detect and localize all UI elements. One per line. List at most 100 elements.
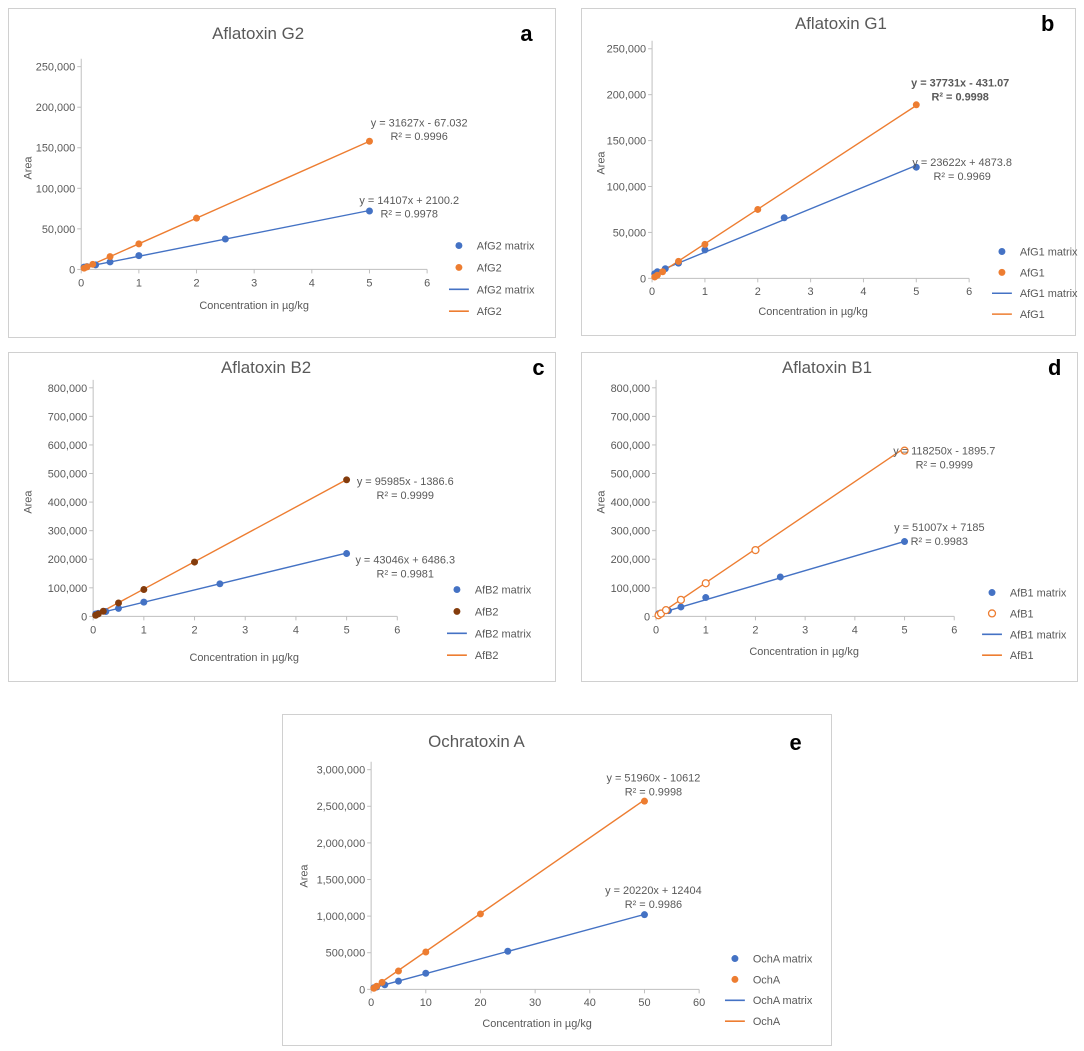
y-tick-label: 700,000	[611, 411, 650, 423]
legend-label: OchA matrix	[753, 954, 813, 966]
r-squared-label: R² = 0.9983	[911, 536, 968, 548]
data-point-matrix	[140, 598, 148, 606]
data-point-solvent	[343, 476, 351, 484]
data-point-matrix	[394, 977, 402, 985]
chart-title: Ochratoxin A	[428, 732, 525, 751]
y-tick-label: 150,000	[607, 136, 646, 148]
x-tick-label: 20	[474, 997, 486, 1009]
data-point-matrix	[365, 207, 373, 215]
legend-label: AfG2 matrix	[477, 241, 535, 253]
x-tick-label: 5	[366, 277, 372, 289]
data-point-solvent	[701, 579, 710, 588]
legend-marker-matrix	[998, 248, 1006, 255]
legend-marker-solvent	[453, 607, 461, 615]
legend-marker-matrix	[731, 955, 739, 963]
y-tick-label: 1,000,000	[317, 911, 366, 923]
legend-label: AfB1 matrix	[1010, 629, 1067, 641]
panel-label: e	[789, 730, 801, 755]
trendline-equation: y = 43046x + 6486.3	[355, 555, 455, 567]
data-point-solvent	[476, 910, 484, 918]
y-tick-label: 50,000	[613, 227, 646, 239]
legend-label: AfG1 matrix	[1020, 246, 1078, 258]
y-tick-label: 2,000,000	[317, 838, 366, 850]
chart-svg-a: Aflatoxin G2 a 0 1 2 3 4 5 6 0 50,000 100,000 150,00…	[23, 21, 535, 318]
x-tick-label: 3	[808, 286, 814, 298]
chart-panel-b: Aflatoxin G1 b 0 1 2 3 4 5 6 0 50,000 100,000 150,00…	[581, 8, 1078, 336]
r-squared-label: R² = 0.9999	[916, 459, 973, 471]
y-tick-label: 600,000	[48, 440, 87, 452]
y-tick-label: 1,500,000	[317, 874, 366, 886]
r-squared-label: R² = 0.9978	[381, 209, 438, 221]
legend-label: OchA matrix	[753, 995, 813, 1007]
data-point-solvent	[191, 558, 199, 566]
chart-title: Aflatoxin G1	[795, 14, 887, 33]
x-tick-label: 5	[902, 624, 908, 636]
x-tick-label: 3	[242, 624, 248, 636]
panel-label: b	[1041, 11, 1054, 36]
x-tick-label: 10	[420, 997, 432, 1009]
trendline-equation: y = 23622x + 4873.8	[912, 157, 1012, 169]
chart-panel-a: Aflatoxin G2 a 0 1 2 3 4 5 6 0 50,000 100,000 150,00…	[8, 8, 556, 338]
y-tick-label: 300,000	[48, 526, 87, 538]
y-tick-label: 400,000	[611, 497, 650, 509]
x-tick-label: 6	[394, 624, 400, 636]
x-axis-title: Concentration in µg/kg	[189, 652, 299, 664]
trendline-equation: y = 31627x - 67.032	[371, 117, 468, 129]
x-tick-label: 4	[309, 277, 315, 289]
legend-marker-solvent	[731, 975, 739, 983]
legend-label: AfG1	[1020, 267, 1045, 279]
data-point-solvent	[140, 586, 148, 594]
data-point-solvent	[900, 446, 909, 455]
y-tick-label: 200,000	[36, 102, 75, 114]
chart-panel-c: Aflatoxin B2 c 0 1 2 3 4 5 6 0 100,000 200,000 300,0…	[8, 352, 556, 682]
data-point-solvent	[640, 797, 648, 805]
x-tick-label: 1	[703, 624, 709, 636]
data-point-matrix	[135, 252, 143, 260]
x-axis-title: Concentration in µg/kg	[749, 646, 859, 658]
trendline-equation: y = 95985x - 1386.6	[357, 476, 454, 488]
legend-marker-solvent	[455, 263, 463, 271]
x-tick-label: 40	[584, 997, 596, 1009]
y-tick-label: 200,000	[48, 554, 87, 566]
y-tick-label: 50,000	[42, 224, 75, 236]
trendline-equation: y = 14107x + 2100.2	[359, 195, 459, 207]
data-point-solvent	[751, 545, 760, 555]
y-tick-label: 100,000	[36, 183, 75, 195]
r-squared-label: R² = 0.9986	[625, 899, 682, 911]
data-point-matrix	[912, 163, 920, 171]
data-point-solvent	[135, 240, 143, 248]
r-squared-label: R² = 0.9996	[390, 131, 447, 143]
y-tick-label: 250,000	[607, 44, 646, 56]
data-point-solvent	[422, 948, 430, 956]
y-tick-label: 0	[359, 984, 365, 996]
legend-label: AfB2 matrix	[475, 585, 532, 597]
data-point-solvent	[106, 253, 114, 261]
legend-marker-matrix	[453, 586, 461, 594]
y-tick-label: 3,000,000	[317, 765, 366, 777]
data-point-solvent	[365, 137, 373, 145]
y-axis-title: Area	[23, 490, 35, 514]
x-tick-label: 2	[191, 624, 197, 636]
y-tick-label: 0	[644, 611, 650, 623]
y-tick-label: 200,000	[611, 554, 650, 566]
x-tick-label: 6	[951, 624, 957, 636]
data-point-matrix	[504, 947, 512, 955]
data-point-matrix	[106, 258, 114, 266]
y-tick-label: 400,000	[48, 497, 87, 509]
x-tick-label: 2	[193, 277, 199, 289]
data-point-matrix	[780, 214, 788, 222]
y-tick-label: 800,000	[48, 383, 87, 395]
x-tick-label: 0	[90, 624, 96, 636]
y-tick-label: 0	[81, 611, 87, 623]
legend-marker-solvent	[987, 609, 997, 618]
data-point-solvent	[661, 605, 671, 615]
data-point-solvent	[373, 982, 381, 990]
trendline-solvent	[370, 799, 645, 990]
data-point-solvent	[193, 214, 200, 222]
trendline-solvent	[655, 447, 905, 617]
panel-label: c	[532, 355, 544, 380]
trendline-solvent	[80, 140, 370, 271]
legend-label: AfG2 matrix	[477, 284, 535, 296]
data-point-solvent	[754, 205, 762, 213]
y-tick-label: 100,000	[611, 583, 650, 595]
